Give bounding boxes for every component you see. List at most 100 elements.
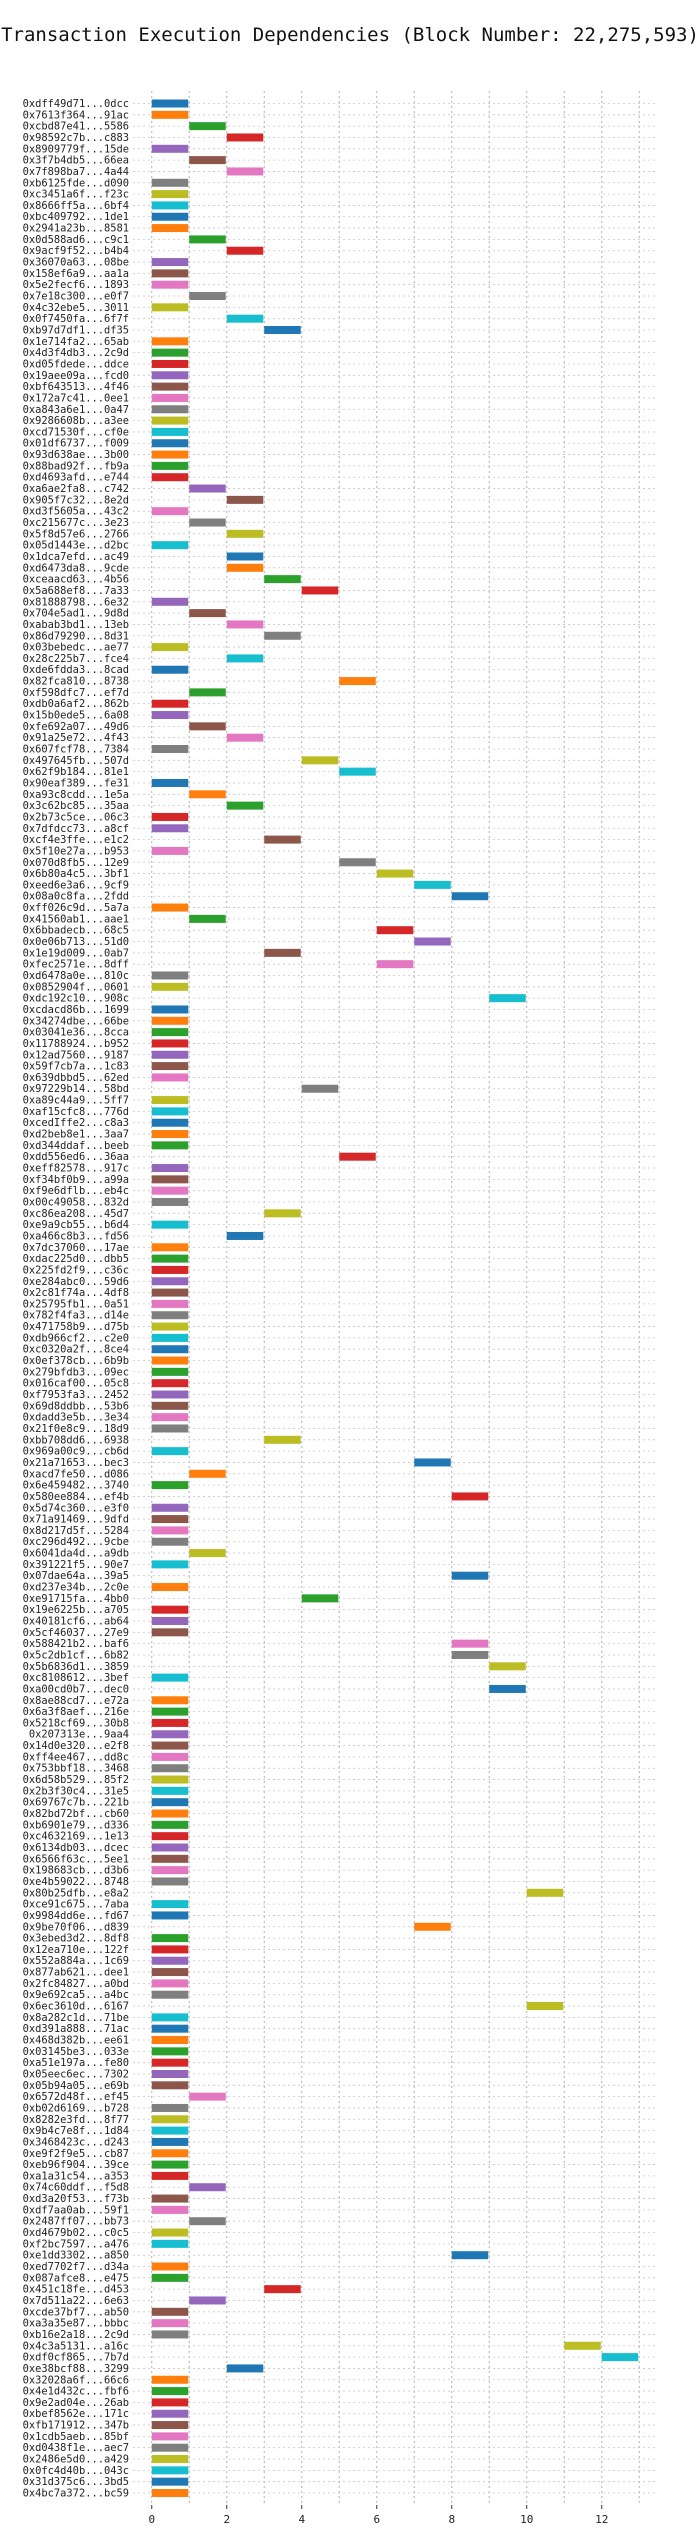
transaction-bar: [151, 371, 189, 380]
transaction-label: 0x6566f63c...5ee1: [23, 1853, 129, 1865]
transaction-label: 0x8909779f...15de: [23, 143, 129, 155]
transaction-label: 0xa93c8cdd...1e5a: [23, 789, 129, 801]
transaction-label: 0x36070a63...08be: [23, 257, 129, 269]
transaction-label: 0xdac225d0...dbb5: [23, 1253, 129, 1265]
transaction-bar: [151, 1730, 189, 1739]
transaction-label: 0x62f9b184...81e1: [23, 766, 129, 778]
transaction-bar: [151, 2126, 189, 2135]
transaction-label: 0xceaacd63...4b56: [23, 574, 129, 586]
transaction-label: 0x28c225b7...fce4: [23, 653, 129, 665]
transaction-label: 0xcf4e3ffe...e1c2: [23, 834, 129, 846]
transaction-label: 0x6d58b529...85f2: [23, 1774, 129, 1786]
transaction-bar: [189, 2217, 226, 2226]
transaction-bar: [151, 1062, 189, 1071]
transaction-bar: [301, 756, 339, 765]
transaction-label: 0xcde37bf7...ab50: [23, 2306, 129, 2318]
transaction-bar: [151, 1718, 189, 1727]
transaction-label: 0x468d382b...ee61: [23, 2035, 129, 2047]
transaction-label: 0x552a884a...1c69: [23, 1955, 129, 1967]
transaction-label: 0x5cf46037...27e9: [23, 1627, 129, 1639]
transaction-bar: [151, 1911, 189, 1920]
transaction-label: 0x5218cf69...30b8: [23, 1717, 129, 1729]
transaction-label: 0x877ab621...dee1: [23, 1967, 129, 1979]
transaction-bar: [151, 665, 189, 674]
transaction-label: 0xa51e197a...fe80: [23, 2057, 129, 2069]
transaction-label: 0x12ea710e...122f: [23, 1944, 129, 1956]
transaction-bar: [489, 1684, 526, 1693]
transaction-label: 0xbef8562e...171c: [23, 2408, 129, 2420]
transaction-bar: [151, 812, 189, 821]
transaction-label: 0x607fcf78...7384: [23, 744, 129, 756]
transaction-bar: [151, 1164, 189, 1173]
transaction-label: 0x580ee884...ef4b: [23, 1491, 129, 1503]
transaction-bar: [151, 1175, 189, 1184]
transaction-bar: [151, 1028, 189, 1037]
transaction-label: 0x5e2fecf6...1893: [23, 279, 129, 291]
transaction-bar: [189, 609, 226, 618]
transaction-bar: [151, 2319, 189, 2328]
transaction-bar: [151, 1413, 189, 1422]
transaction-label: 0x5c2db1cf...6b82: [23, 1649, 129, 1661]
transaction-bar: [151, 1956, 189, 1965]
transaction-bar: [151, 699, 189, 708]
transaction-bar: [414, 1922, 451, 1931]
transaction-bar: [151, 2375, 189, 2384]
transaction-label: 0x704e5ad1...9d8d: [23, 608, 129, 620]
transaction-bar: [226, 495, 264, 504]
transaction-bar: [564, 2341, 601, 2350]
transaction-label: 0x9286608b...a3ee: [23, 415, 129, 427]
transaction-bar: [264, 948, 301, 957]
transaction-label: 0xd391a888...71ac: [23, 2023, 129, 2035]
transaction-label: 0xd4679b02...c0c5: [23, 2227, 129, 2239]
transaction-label: 0x6a3f8aef...216e: [23, 1706, 129, 1718]
transaction-label: 0x0f7450fa...6f7f: [23, 313, 129, 325]
transaction-bar: [189, 2296, 226, 2305]
transaction-bar: [151, 2069, 189, 2078]
transaction-bar: [151, 643, 189, 652]
transaction-label: 0xc296d492...9cbe: [23, 1536, 129, 1548]
transaction-label: 0x41560ab1...aae1: [23, 913, 129, 925]
transaction-bar: [151, 1186, 189, 1195]
transaction-label: 0xdadd3e5b...3e34: [23, 1412, 129, 1424]
transaction-label: 0x7d511a22...6e63: [23, 2295, 129, 2307]
transaction-label: 0xff4ee467...dd8c: [23, 1751, 129, 1763]
transaction-label: 0xdf0cf865...7b7d: [23, 2352, 129, 2364]
transaction-bar: [226, 314, 264, 323]
transaction-bar: [226, 733, 264, 742]
transaction-label: 0xacd7fe50...d086: [23, 1468, 129, 1480]
transaction-bar: [264, 1209, 301, 1218]
transaction-bar: [226, 620, 264, 629]
transaction-label: 0x2941a23b...8581: [23, 223, 129, 235]
transaction-bar: [151, 1934, 189, 1943]
transaction-label: 0xb6125fde...d090: [23, 177, 129, 189]
transaction-bar: [151, 1832, 189, 1841]
transaction-label: 0x7613f364...91ac: [23, 109, 129, 121]
transaction-label: 0xbb708dd6...6938: [23, 1434, 129, 1446]
transaction-label: 0xc215677c...3e23: [23, 517, 129, 529]
transaction-bar: [151, 178, 189, 187]
transaction-label: 0x639dbbd5...62ed: [23, 1072, 129, 1084]
transaction-label: 0x905f7c32...8e2d: [23, 494, 129, 506]
transaction-label: 0xbf643513...4f46: [23, 381, 129, 393]
transaction-label: 0xdff49d71...0dcc: [23, 98, 129, 110]
transaction-bar: [151, 269, 189, 278]
transaction-bar: [451, 1492, 489, 1501]
transaction-label: 0x19aee09a...fcd0: [23, 370, 129, 382]
transaction-label: 0xce91c675...7aba: [23, 1899, 129, 1911]
transaction-label: 0x32028a6f...66c6: [23, 2374, 129, 2386]
transaction-bar: [151, 1130, 189, 1139]
transaction-label: 0x07dae64a...39a5: [23, 1570, 129, 1582]
transaction-bar: [189, 2183, 226, 2192]
transaction-bar: [151, 224, 189, 233]
transaction-label: 0xe9a9cb55...b6d4: [23, 1219, 129, 1231]
transaction-label: 0xa843a6e1...0a47: [23, 404, 129, 416]
transaction-label: 0x0852904f...0601: [23, 981, 129, 993]
transaction-bar: [151, 1696, 189, 1705]
transaction-bar: [151, 2455, 189, 2464]
transaction-label: 0x6134db03...dcec: [23, 1842, 129, 1854]
transaction-label: 0xa6ae2fa8...c742: [23, 483, 129, 495]
transaction-bar: [151, 2466, 189, 2475]
transaction-bar: [226, 133, 264, 142]
transaction-bar: [151, 1526, 189, 1535]
transaction-bar: [376, 926, 414, 935]
